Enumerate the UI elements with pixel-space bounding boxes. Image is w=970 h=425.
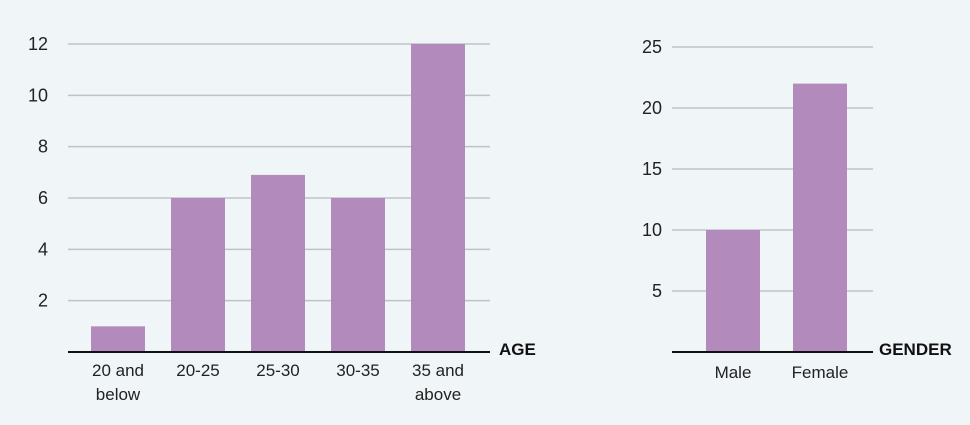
gender-bar xyxy=(793,83,847,352)
age-y-tick-label: 2 xyxy=(38,291,48,311)
gender-y-tick-label: 10 xyxy=(642,220,662,240)
age-y-tick-label: 4 xyxy=(38,239,48,259)
age-y-tick-label: 6 xyxy=(38,188,48,208)
gender-y-tick-label: 15 xyxy=(642,159,662,179)
age-x-category-label: 20-25 xyxy=(176,361,219,380)
age-bar xyxy=(91,326,145,352)
age-x-category-label: 30-35 xyxy=(336,361,379,380)
gender-y-tick-label: 5 xyxy=(652,281,662,301)
age-x-category-label: below xyxy=(96,385,141,404)
age-y-tick-label: 8 xyxy=(38,137,48,157)
age-x-category-label: 20 and xyxy=(92,361,144,380)
gender-bar xyxy=(706,230,760,352)
age-bar xyxy=(171,198,225,352)
age-x-category-label: 35 and xyxy=(412,361,464,380)
age-y-tick-label: 10 xyxy=(28,85,48,105)
age-x-category-label: 25-30 xyxy=(256,361,299,380)
age-bar xyxy=(331,198,385,352)
age-x-category-label: above xyxy=(415,385,461,404)
age-bar xyxy=(251,174,305,352)
gender-y-tick-label: 25 xyxy=(642,37,662,57)
gender-y-tick-label: 20 xyxy=(642,98,662,118)
gender-x-category-label: Male xyxy=(715,363,752,382)
age-x-axis-title: AGE xyxy=(499,340,536,359)
gender-x-category-label: Female xyxy=(792,363,849,382)
age-y-tick-label: 12 xyxy=(28,34,48,54)
age-bar xyxy=(411,44,465,352)
gender-x-axis-title: GENDER xyxy=(879,340,952,359)
